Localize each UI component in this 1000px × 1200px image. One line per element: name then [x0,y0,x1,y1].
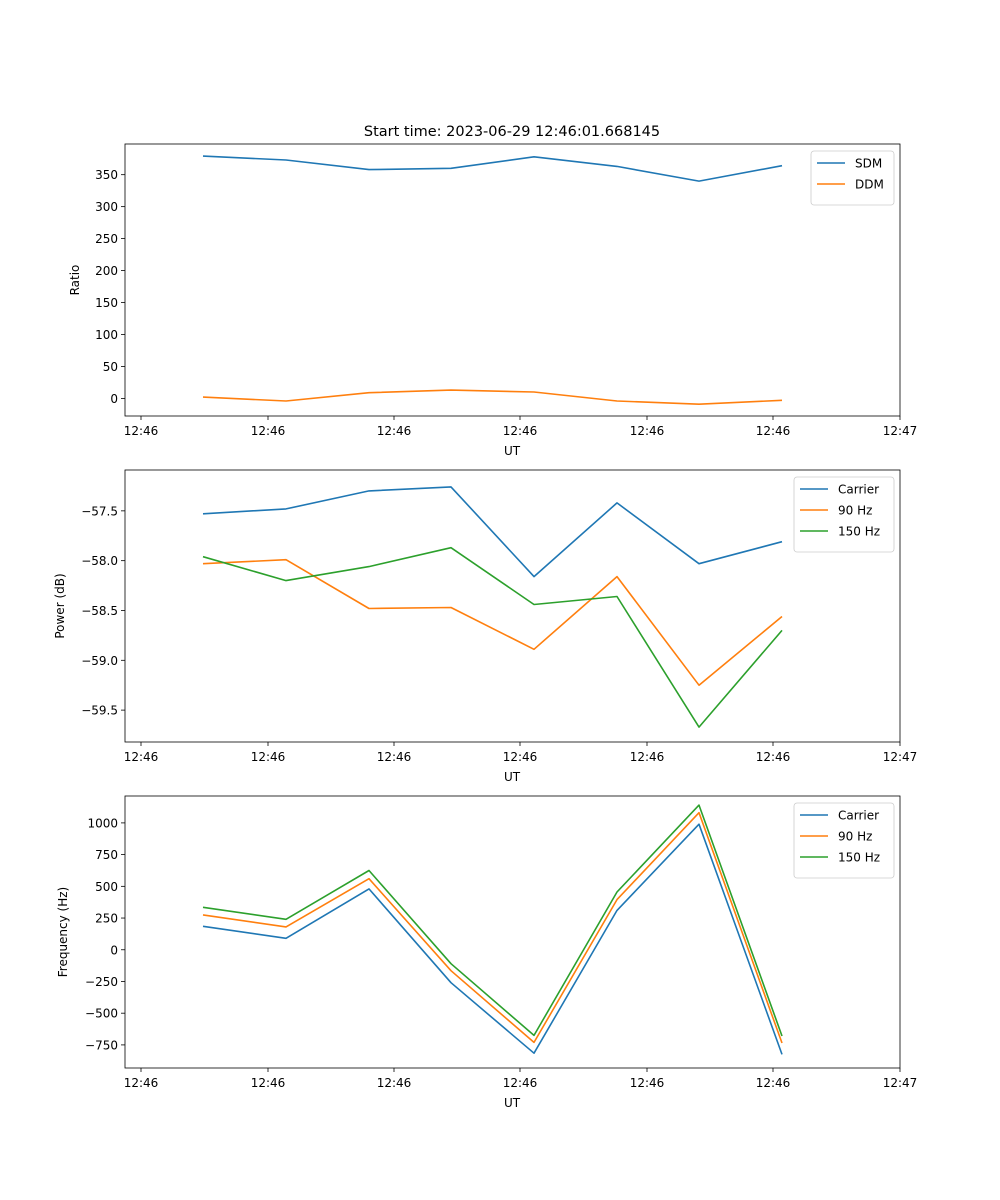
y-tick-label: 300 [95,200,118,214]
axes-frame [124,469,901,743]
x-tick-label: 12:46 [251,750,286,764]
figure-title: Start time: 2023-06-29 12:46:01.668145 [364,124,660,140]
x-tick-label: 12:46 [503,1076,538,1090]
x-tick-label: 12:46 [124,750,159,764]
y-tick-label: −59.0 [81,654,118,668]
axes-frame [124,143,901,417]
y-tick-label: 250 [95,232,118,246]
legend-label: SDM [855,157,882,171]
x-tick-label: 12:46 [124,424,159,438]
y-tick-label: −750 [85,1038,118,1052]
axes-frame [124,795,901,1069]
x-tick-label: 12:46 [124,1076,159,1090]
y-axis-label: Power (dB) [53,573,67,638]
x-tick-label: 12:47 [883,750,918,764]
y-tick-label: −500 [85,1007,118,1021]
y-tick-label: 750 [95,848,118,862]
x-tick-label: 12:46 [630,424,665,438]
series-line-carrier [202,486,783,578]
series-line-carrier [202,823,783,1055]
legend-label: 90 Hz [838,830,872,844]
series-line-90-hz [202,558,783,687]
y-tick-label: 0 [110,943,118,957]
y-tick-label: 100 [95,328,118,342]
series-line-90-hz [202,811,783,1044]
y-tick-label: 1000 [87,816,118,830]
x-tick-label: 12:46 [630,1076,665,1090]
y-axis-label: Ratio [68,265,82,296]
y-axis-label: Frequency (Hz) [56,887,70,978]
x-tick-label: 12:46 [630,750,665,764]
y-tick-label: 50 [103,360,118,374]
y-tick-label: 500 [95,880,118,894]
x-tick-label: 12:46 [756,750,791,764]
x-tick-label: 12:46 [251,424,286,438]
series-line-150-hz [202,546,783,728]
x-tick-label: 12:46 [756,1076,791,1090]
legend-label: 150 Hz [838,851,880,865]
y-tick-label: 350 [95,168,118,182]
x-tick-label: 12:47 [883,424,918,438]
x-tick-label: 12:46 [377,750,412,764]
legend-label: DDM [855,178,884,192]
x-tick-label: 12:46 [377,424,412,438]
axes-1: 12:46 12:46 12:46 12:46 12:46 12:46 12:47 UT 0 50… [68,143,918,458]
legend-label: Carrier [838,483,879,497]
axes-3: 12:46 12:46 12:46 12:46 12:46 12:46 12:47 UT −75… [56,795,918,1110]
x-axis-label: UT [504,444,521,458]
series-line-sdm [202,155,783,182]
x-tick-label: 12:47 [883,1076,918,1090]
y-tick-label: 150 [95,296,118,310]
x-tick-label: 12:46 [503,424,538,438]
series-line-150-hz [202,804,783,1037]
legend-label: Carrier [838,809,879,823]
y-tick-label: 0 [110,392,118,406]
legend-label: 150 Hz [838,525,880,539]
y-tick-label: −59.5 [81,704,118,718]
x-axis-label: UT [504,1096,521,1110]
axes-2: 12:46 12:46 12:46 12:46 12:46 12:46 12:47 UT −59… [53,469,918,784]
series-line-ddm [202,389,783,406]
y-tick-label: −58.0 [81,554,118,568]
x-tick-label: 12:46 [251,1076,286,1090]
x-tick-label: 12:46 [503,750,538,764]
legend-box [810,150,895,206]
y-tick-label: −58.5 [81,604,118,618]
legend-box [793,802,895,879]
x-tick-label: 12:46 [756,424,791,438]
legend-label: 90 Hz [838,504,872,518]
x-tick-label: 12:46 [377,1076,412,1090]
y-tick-label: 200 [95,264,118,278]
y-tick-label: −57.5 [81,504,118,518]
x-axis-label: UT [504,770,521,784]
legend-box [793,476,895,553]
y-tick-label: 250 [95,912,118,926]
y-tick-label: −250 [85,975,118,989]
